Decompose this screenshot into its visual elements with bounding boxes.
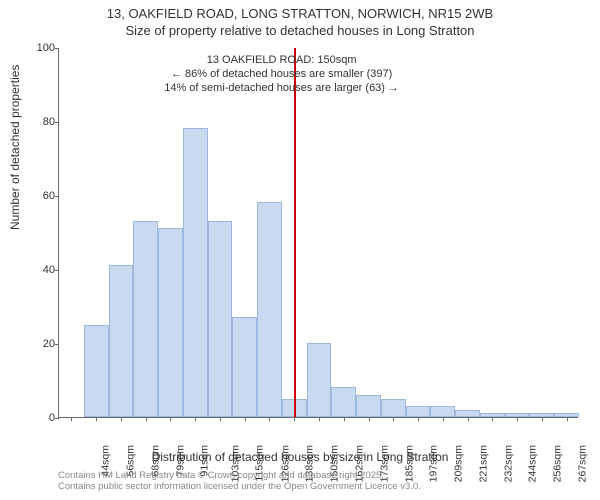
y-tick-mark <box>55 344 59 345</box>
x-tick-mark <box>344 417 345 421</box>
histogram-bar <box>455 410 480 417</box>
histogram-bar <box>331 387 356 417</box>
x-tick-mark <box>369 417 370 421</box>
x-tick-mark <box>269 417 270 421</box>
reference-annotation: 13 OAKFIELD ROAD: 150sqm← 86% of detache… <box>164 54 399 95</box>
x-tick-mark <box>121 417 122 421</box>
y-axis-label: Number of detached properties <box>8 65 22 230</box>
x-tick-mark <box>492 417 493 421</box>
histogram-bar <box>307 343 332 417</box>
y-tick-mark <box>55 122 59 123</box>
histogram-bar <box>133 221 158 417</box>
y-tick-label: 40 <box>25 264 55 276</box>
y-tick-mark <box>55 418 59 419</box>
y-tick-label: 80 <box>25 116 55 128</box>
chart-area: 02040608010044sqm56sqm68sqm79sqm91sqm103… <box>58 48 578 418</box>
histogram-bar <box>232 317 257 417</box>
footer-line-1: Contains HM Land Registry data © Crown c… <box>58 470 421 481</box>
histogram-bar <box>430 406 455 417</box>
x-tick-mark <box>71 417 72 421</box>
y-tick-mark <box>55 48 59 49</box>
footer-attribution: Contains HM Land Registry data © Crown c… <box>58 470 421 493</box>
annot-top: 13 OAKFIELD ROAD: 150sqm <box>164 54 399 68</box>
histogram-bar <box>208 221 233 417</box>
x-tick-mark <box>517 417 518 421</box>
y-tick-label: 100 <box>25 42 55 54</box>
annot-right: 14% of semi-detached houses are larger (… <box>164 82 399 96</box>
x-tick-mark <box>146 417 147 421</box>
footer-line-2: Contains public sector information licen… <box>58 481 421 492</box>
histogram-bar <box>183 128 208 417</box>
x-tick-mark <box>443 417 444 421</box>
x-tick-mark <box>542 417 543 421</box>
x-tick-mark <box>319 417 320 421</box>
plot-region: 02040608010044sqm56sqm68sqm79sqm91sqm103… <box>58 48 578 418</box>
x-tick-mark <box>170 417 171 421</box>
histogram-bar <box>84 325 109 418</box>
x-tick-mark <box>294 417 295 421</box>
histogram-bar <box>158 228 183 417</box>
histogram-bar <box>381 399 406 418</box>
y-tick-label: 0 <box>25 412 55 424</box>
histogram-bar <box>406 406 431 417</box>
y-tick-label: 20 <box>25 338 55 350</box>
y-tick-mark <box>55 196 59 197</box>
chart-title-main: 13, OAKFIELD ROAD, LONG STRATTON, NORWIC… <box>10 6 590 23</box>
x-tick-mark <box>468 417 469 421</box>
reference-line <box>294 48 296 417</box>
x-tick-mark <box>418 417 419 421</box>
annot-left: ← 86% of detached houses are smaller (39… <box>164 68 399 82</box>
x-axis-label: Distribution of detached houses by size … <box>0 450 600 464</box>
chart-title-sub: Size of property relative to detached ho… <box>10 23 590 40</box>
x-tick-mark <box>393 417 394 421</box>
x-tick-mark <box>567 417 568 421</box>
x-tick-mark <box>195 417 196 421</box>
histogram-bar <box>257 202 282 417</box>
histogram-bar <box>109 265 134 417</box>
y-tick-label: 60 <box>25 190 55 202</box>
x-tick-mark <box>245 417 246 421</box>
histogram-bar <box>356 395 381 417</box>
x-tick-mark <box>96 417 97 421</box>
y-tick-mark <box>55 270 59 271</box>
x-tick-mark <box>220 417 221 421</box>
